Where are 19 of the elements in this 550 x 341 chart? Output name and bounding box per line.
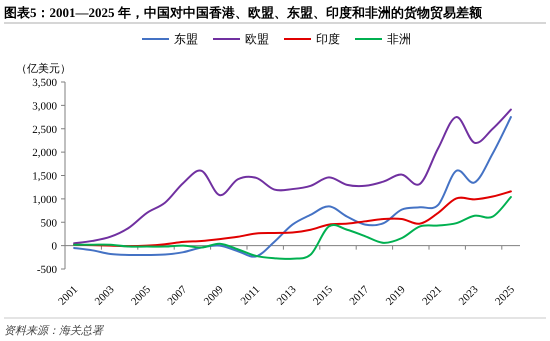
y-tick-label: 1,500 bbox=[32, 170, 58, 182]
y-tick-label: 3,500 bbox=[32, 77, 58, 89]
y-tick-label: 500 bbox=[40, 217, 58, 230]
legend-label: 东盟 bbox=[174, 32, 198, 46]
text: 资料来源：海关总署 bbox=[4, 324, 104, 337]
legend-label: 欧盟 bbox=[245, 32, 269, 46]
chart-title: 图表5：2001—2025 年，中国对中国香港、欧盟、东盟、印度和非洲的货物贸易差额 bbox=[4, 5, 483, 20]
y-tick-label: 2,000 bbox=[32, 147, 58, 160]
y-tick-label: 0 bbox=[52, 240, 58, 253]
x-tick-label: 2011 bbox=[238, 284, 262, 308]
y-axis-title: （亿美元） bbox=[16, 62, 71, 75]
legend-label: 印度 bbox=[316, 32, 340, 46]
x-tick-label: 2021 bbox=[420, 284, 444, 308]
x-tick-label: 2001 bbox=[56, 284, 80, 308]
y-tick-label: -500 bbox=[36, 264, 58, 276]
y-tick-label: 3,000 bbox=[32, 100, 58, 112]
y-tick-label: 1,000 bbox=[32, 194, 58, 206]
legend-label: 非洲 bbox=[387, 32, 411, 46]
y-tick-label: 2,500 bbox=[32, 124, 58, 136]
